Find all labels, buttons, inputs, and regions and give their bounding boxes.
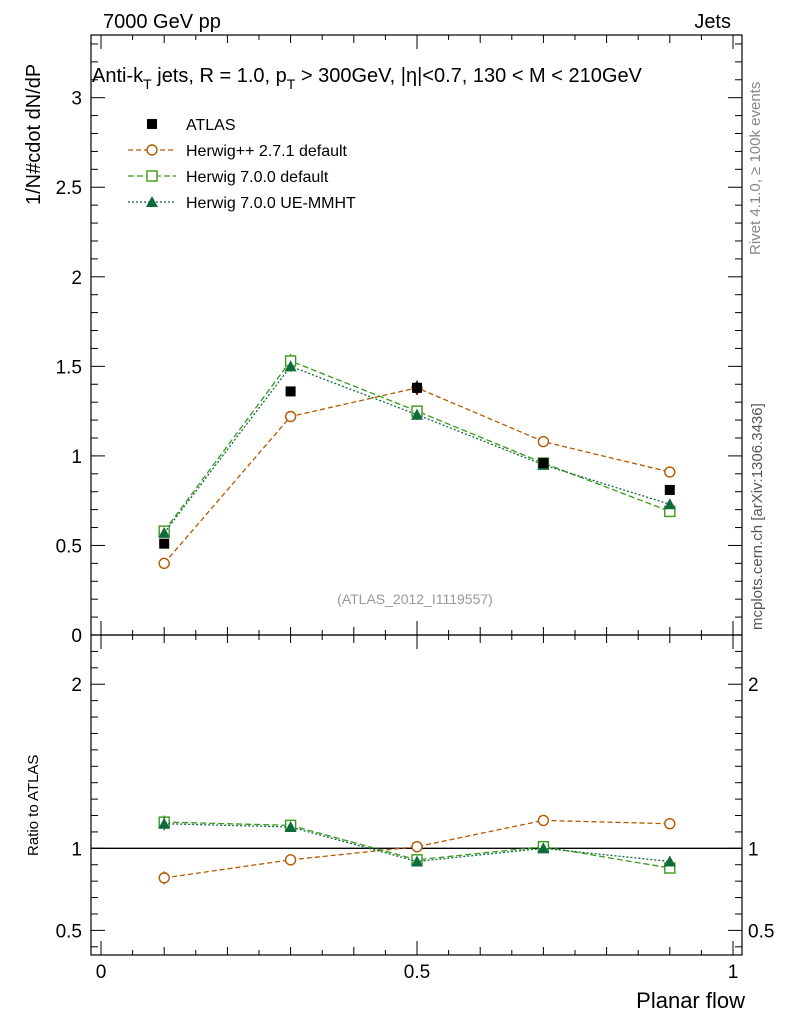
main-ytick-label: 0 — [71, 626, 82, 647]
main-ytick-label: 0.5 — [56, 536, 82, 557]
main-panel: 0 0.5 1 1.5 2 2.5 3 — [56, 34, 743, 647]
ratio-ytick-label: 1 — [71, 839, 82, 860]
x-tick-label: 0 — [96, 962, 107, 983]
mcplots-reference-label: mcplots.cern.ch [arXiv:1306.3436] — [749, 403, 766, 630]
ratio-point-3 — [411, 855, 423, 867]
main-point-1 — [284, 410, 297, 423]
legend: ATLAS Herwig++ 2.7.1 default Herwig 7.0.… — [128, 117, 356, 212]
main-point-0 — [159, 538, 170, 549]
main-point-3 — [411, 408, 423, 420]
legend-atlas-label: ATLAS — [186, 117, 236, 134]
ratio-point-1 — [284, 854, 297, 866]
main-point-3 — [663, 498, 676, 510]
ratio-point-1 — [158, 872, 170, 884]
ratio-ytick-label-right: 0.5 — [748, 921, 774, 942]
ratio-panel: 0.5 0.5 1 1 2 2 0 0.5 1 — [56, 634, 774, 983]
ratio-y-axis-label: Ratio to ATLAS — [25, 755, 42, 856]
main-point-3 — [158, 526, 171, 538]
ratio-point-3 — [663, 855, 676, 867]
legend-marker-2 — [146, 170, 158, 182]
ratio-ytick-label: 0.5 — [56, 921, 82, 942]
main-point-3 — [284, 360, 297, 372]
main-point-0 — [664, 484, 675, 495]
legend-marker-1 — [146, 144, 158, 156]
legend-herwig7-ue-label: Herwig 7.0.0 UE-MMHT — [186, 195, 356, 212]
main-point-0 — [285, 386, 296, 397]
main-ytick-label: 2 — [71, 268, 82, 289]
main-point-1 — [664, 466, 676, 478]
main-ytick-label: 1 — [71, 447, 82, 468]
ratio-point-3 — [537, 842, 550, 854]
main-ytick-label: 3 — [71, 89, 82, 110]
legend-herwig7-label: Herwig 7.0.0 default — [186, 169, 329, 186]
ratio-ytick-label: 2 — [71, 675, 82, 696]
ratio-line-1 — [164, 819, 670, 879]
ratio-point-1 — [537, 814, 550, 827]
ratio-point-3 — [284, 821, 297, 832]
ratio-ytick-label-right: 1 — [748, 839, 759, 860]
legend-marker-3 — [146, 196, 158, 207]
main-point-1 — [537, 435, 550, 448]
main-point-0 — [538, 458, 549, 469]
ratio-point-1 — [664, 818, 676, 830]
main-ytick-label: 1.5 — [56, 357, 82, 378]
x-tick-label: 0.5 — [404, 962, 430, 983]
ratio-frame — [90, 634, 743, 956]
main-ytick-label: 2.5 — [56, 178, 82, 199]
main-y-axis-label: 1/N#cdot dN/dP — [23, 64, 45, 205]
rivet-version-label: Rivet 4.1.0, ≥ 100k events — [747, 82, 764, 255]
ratio-ytick-label-right: 2 — [748, 675, 759, 696]
plot-title: Anti-kT jets, R = 1.0, pT > 300GeV, |η|<… — [92, 65, 643, 92]
ratio-point-3 — [158, 817, 171, 829]
legend-herwigpp-label: Herwig++ 2.7.1 default — [186, 143, 348, 160]
main-point-0 — [412, 382, 422, 393]
analysis-watermark: (ATLAS_2012_I1119557) — [337, 591, 493, 607]
legend-marker-0 — [147, 119, 157, 129]
collision-label: 7000 GeV pp — [103, 11, 221, 33]
x-tick-label: 1 — [728, 962, 739, 983]
main-point-1 — [158, 557, 170, 570]
ratio-point-1 — [411, 840, 423, 853]
analysis-label: Jets — [694, 11, 731, 33]
x-axis-label: Planar flow — [636, 988, 745, 1013]
